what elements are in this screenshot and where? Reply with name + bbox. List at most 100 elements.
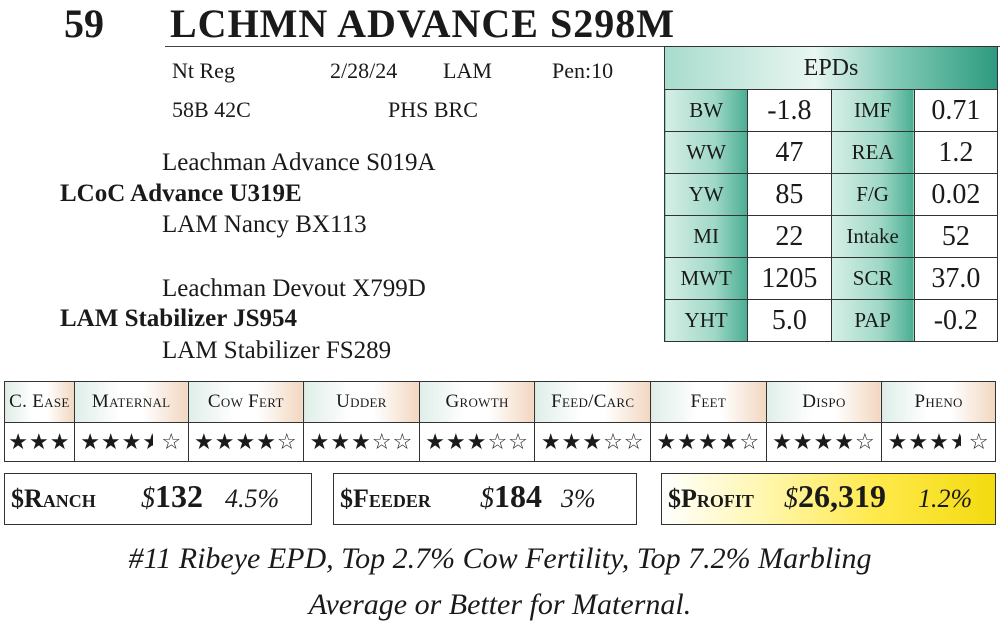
- filled-star-icon: ★: [121, 429, 143, 455]
- ranch-percent: 4.5%: [225, 484, 280, 513]
- star-rating: ★★★☆☆: [534, 422, 652, 462]
- birth-date: 2/28/24: [330, 58, 398, 83]
- profit-label: $Profit: [668, 484, 754, 513]
- animal-name: LCHMN ADVANCE S298M: [170, 1, 675, 46]
- epd-trait-label: MI: [663, 215, 749, 258]
- star-rating: ★★★☆☆: [303, 422, 420, 462]
- pen-number: Pen:10: [552, 58, 614, 83]
- breeder-code: LAM: [443, 58, 492, 83]
- filled-star-icon: ★: [445, 429, 467, 455]
- epd-trait-label: BW: [663, 89, 749, 132]
- epd-trait-label: IMF: [830, 89, 915, 132]
- epd-trait-label: REA: [830, 131, 915, 174]
- ranch-value: $132: [141, 478, 203, 514]
- filled-star-icon: ★: [813, 429, 835, 455]
- half-star-icon: ★: [142, 429, 154, 455]
- epd-trait-value: 22: [747, 215, 832, 258]
- profit-index-box: $Profit $26,319 1.2%: [661, 473, 996, 525]
- header-divider: [165, 46, 1000, 47]
- empty-star-icon: ☆: [508, 429, 529, 455]
- sire: LCoC Advance U319E: [60, 180, 302, 207]
- filled-star-icon: ★: [466, 429, 488, 455]
- epd-trait-value: 37.0: [913, 257, 999, 300]
- filled-star-icon: ★: [908, 429, 930, 455]
- epd-row: YHT 5.0 PAP -0.2: [663, 299, 999, 342]
- star-rating: ★★★★ ☆: [73, 422, 189, 462]
- star-rating: ★★★★☆: [187, 422, 305, 462]
- filled-star-icon: ★: [351, 429, 372, 455]
- epd-trait-value: 1.2: [913, 131, 999, 174]
- highlights-line-2: Average or Better for Maternal.: [308, 588, 692, 621]
- filled-star-icon: ★: [49, 429, 71, 455]
- epd-row: WW 47 REA 1.2: [663, 131, 999, 174]
- epd-row: BW -1.8 IMF 0.71: [663, 89, 999, 132]
- epd-trait-label: YW: [663, 173, 749, 216]
- filled-star-icon: ★: [834, 429, 856, 455]
- filled-star-icon: ★: [214, 429, 236, 455]
- dam-dam: LAM Stabilizer FS289: [162, 337, 392, 364]
- filled-star-icon: ★: [887, 429, 909, 455]
- profit-value: $26,319: [784, 478, 886, 514]
- tattoo: 58B 42C: [172, 97, 251, 122]
- star-rating: ★★★: [4, 422, 75, 462]
- epd-trait-value: 52: [913, 215, 999, 258]
- empty-star-icon: ☆: [276, 429, 298, 455]
- epd-trait-value: -1.8: [747, 89, 832, 132]
- empty-star-icon: ☆: [855, 429, 876, 455]
- rating-category-label: Growth: [418, 381, 536, 423]
- dam-sire: Leachman Devout X799D: [162, 275, 426, 302]
- filled-star-icon: ★: [235, 429, 257, 455]
- epd-trait-value: -0.2: [913, 299, 999, 342]
- epd-trait-label: YHT: [663, 299, 749, 342]
- rating-category-label: Feed/Carc: [534, 381, 652, 423]
- registration: Nt Reg: [172, 58, 235, 83]
- epd-row: YW 85 F/G 0.02: [663, 173, 999, 216]
- epd-trait-label: Intake: [830, 215, 915, 258]
- filled-star-icon: ★: [656, 429, 678, 455]
- filled-star-icon: ★: [29, 429, 50, 455]
- profit-percent: 1.2%: [918, 484, 973, 513]
- filled-star-icon: ★: [582, 429, 604, 455]
- sire-dam: LAM Nancy BX113: [162, 211, 367, 238]
- empty-star-icon: ☆: [968, 429, 990, 455]
- filled-star-icon: ★: [792, 429, 814, 455]
- star-rating: ★★★☆☆: [418, 422, 536, 462]
- epd-trait-value: 1205: [747, 257, 832, 300]
- filled-star-icon: ★: [425, 429, 446, 455]
- filled-star-icon: ★: [540, 429, 562, 455]
- filled-star-icon: ★: [100, 429, 122, 455]
- star-rating: ★★★★ ☆: [881, 422, 996, 462]
- rating-category-label: Feet: [650, 381, 767, 423]
- filled-star-icon: ★: [772, 429, 793, 455]
- epd-row: MI 22 Intake 52: [663, 215, 999, 258]
- feeder-percent: 3%: [561, 484, 596, 513]
- half-star-icon: ★: [949, 429, 961, 455]
- epd-trait-value: 47: [747, 131, 832, 174]
- feeder-index-box: $Feeder $184 3%: [333, 473, 637, 525]
- epd-trait-label: MWT: [663, 257, 749, 300]
- ranch-label: $Ranch: [11, 484, 96, 513]
- epd-title: EPDs: [664, 46, 998, 89]
- epd-row: MWT 1205 SCR 37.0: [663, 257, 999, 300]
- epd-trait-label: F/G: [830, 173, 915, 216]
- highlights-line-1: #11 Ribeye EPD, Top 2.7% Cow Fertility, …: [128, 542, 872, 575]
- epd-table: EPDs BW -1.8 IMF 0.71 WW 47 REA 1.2 YW 85 F/G 0.02 M…: [663, 46, 999, 342]
- epd-trait-value: 85: [747, 173, 832, 216]
- feeder-label: $Feeder: [340, 484, 431, 513]
- rating-category-label: Cow Fert: [187, 381, 305, 423]
- rating-category-label: Pheno: [881, 381, 996, 423]
- lot-number: 59: [64, 1, 104, 46]
- filled-star-icon: ★: [929, 429, 950, 455]
- filled-star-icon: ★: [561, 429, 583, 455]
- epd-trait-label: WW: [663, 131, 749, 174]
- star-rating: ★★★★☆: [650, 422, 767, 462]
- rating-category-label: Udder: [303, 381, 420, 423]
- star-rating: ★★★★☆: [765, 422, 883, 462]
- filled-star-icon: ★: [697, 429, 719, 455]
- feeder-value: $184: [480, 478, 542, 514]
- ranch-index-box: $Ranch $132 4.5%: [4, 473, 312, 525]
- sire-sire: Leachman Advance S019A: [162, 149, 436, 176]
- empty-star-icon: ☆: [623, 429, 645, 455]
- filled-star-icon: ★: [193, 429, 215, 455]
- filled-star-icon: ★: [309, 429, 331, 455]
